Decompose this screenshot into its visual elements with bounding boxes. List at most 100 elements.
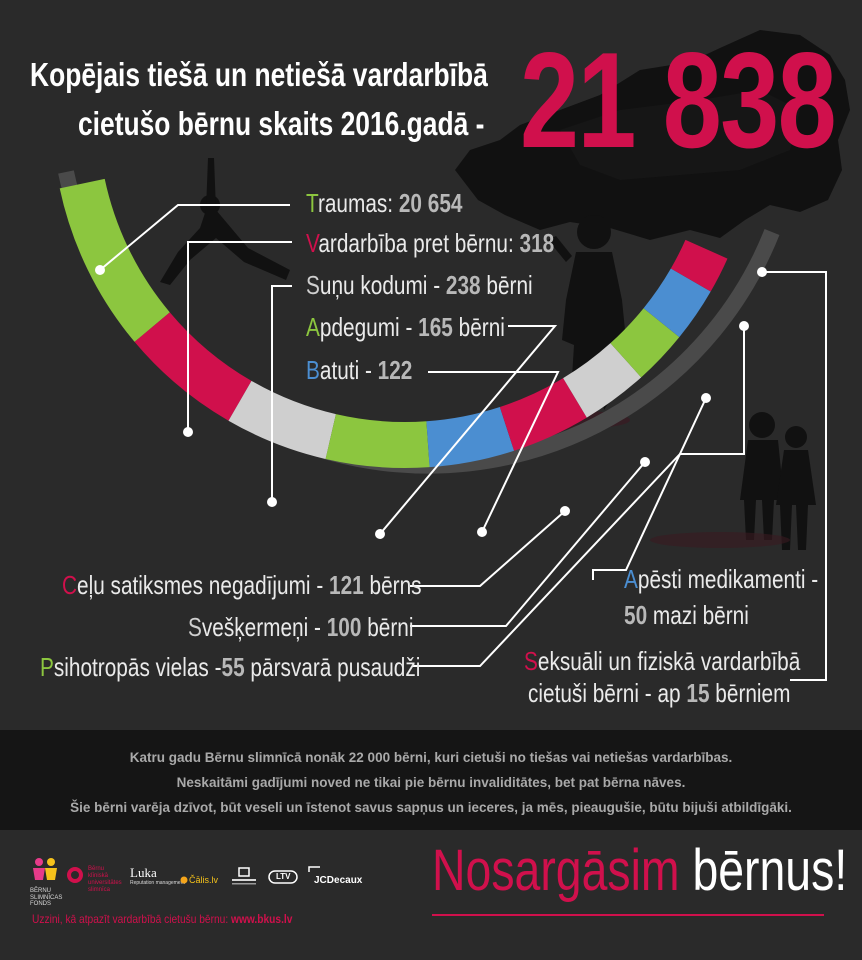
label-text: pēsti medikamenti - <box>637 564 819 594</box>
label-text: cietuši bērni - ap <box>528 678 687 708</box>
children-silhouette <box>740 412 816 550</box>
slogan-underline <box>432 914 824 916</box>
info-line-2: Neskaitāmi gadījumi noved ne tikai pie b… <box>176 775 686 790</box>
connector-dot-seksuali <box>757 267 767 277</box>
label-value: 15 <box>686 678 710 708</box>
bkus-logo-text: Bērnu klīniskā universitātes slimnīca <box>88 866 122 893</box>
footnote-text: Uzzini, kā atpazīt vardarbībā cietušu bē… <box>32 912 232 926</box>
label-text: pdegumi - <box>319 312 419 342</box>
slogan-part-2: bērnus! <box>679 838 848 903</box>
label-text: atuti - <box>319 355 378 385</box>
label-value: 100 <box>326 612 362 642</box>
label-initial: P <box>40 652 54 682</box>
ltv-logo-icon <box>268 870 298 884</box>
map-inner-shade <box>560 90 800 180</box>
total-count: 21 838 <box>520 24 837 176</box>
label-initial: A <box>306 312 320 342</box>
arc-segment-apdegumi <box>325 414 430 468</box>
footnote: Uzzini, kā atpazīt vardarbībā cietušu bē… <box>32 912 292 926</box>
label-text: sihotropās vielas - <box>53 652 222 682</box>
connector-dot-sveskermeni <box>640 457 650 467</box>
label-value: 122 <box>377 355 413 385</box>
label-initial: S <box>524 646 538 676</box>
label-value: 20 654 <box>398 188 463 218</box>
label-text: raumas: <box>317 188 394 218</box>
footnote-link[interactable]: www.bkus.lv <box>231 912 293 926</box>
label-apdegumi: Apdegumi - 165 bērni <box>306 314 505 340</box>
arc-segment-seksuali <box>670 239 728 292</box>
label-initial: B <box>306 355 320 385</box>
connector-dot-batuti <box>477 527 487 537</box>
label-text: uņu kodumi - <box>319 270 446 300</box>
arc-segment-celu-satiksmes <box>499 378 587 451</box>
label-traumas: Traumas: 20 654 <box>306 190 462 216</box>
luka-logo-sub: Reputation management <box>130 880 185 886</box>
connector-dot-traumas <box>95 265 105 275</box>
label-svesķermeni: Svešķermeņi - 100 bērni <box>188 614 413 640</box>
label-apesti-medikamenti: Apēsti medikamenti - <box>624 566 818 592</box>
label-value: 50 <box>624 600 648 630</box>
info-line-1: Katru gadu Bērnu slimnīcā nonāk 22 000 b… <box>129 750 733 765</box>
arc-segment-vardarbiba <box>134 312 252 421</box>
arc-segment-sunu-kodumi <box>228 380 336 459</box>
label-value: 55 <box>221 652 245 682</box>
label-suffix: bērniem <box>709 678 791 708</box>
label-psihotropas: Psihotropās vielas -55 pārsvarā pusaudži <box>40 654 420 680</box>
bkus-logo-icon <box>67 867 83 883</box>
label-initial: S <box>188 612 202 642</box>
label-initial: V <box>306 228 319 258</box>
label-suffix: pārsvarā pusaudži <box>244 652 421 682</box>
label-suffix: bērni <box>480 270 533 300</box>
label-text: eksuāli un fiziskā vardarbībā <box>537 646 801 676</box>
label-value: 165 <box>418 312 453 342</box>
luka-logo: Luka <box>130 865 157 880</box>
label-initial: T <box>306 188 318 218</box>
label-apesti-medikamenti-2: 50 mazi bērni <box>624 602 749 628</box>
shadow-blood-2 <box>650 532 790 548</box>
slogan: Nosargāsim bērnus! <box>432 842 847 900</box>
label-celu-satiksmes: Ceļu satiksmes negadījumi - 121 bērns <box>62 572 422 598</box>
arc-segments <box>59 178 728 468</box>
arc-segment-sveskermeni <box>563 343 642 418</box>
title-line-1: Kopējais tiešā un netiešā vardarbībā <box>30 56 488 93</box>
label-initial: C <box>62 570 78 600</box>
label-suffix: bērni <box>361 612 414 642</box>
label-value: 318 <box>519 228 555 258</box>
label-text: eļu satiksmes negadījumi - <box>77 570 330 600</box>
connector-dot-apdegumi <box>375 529 385 539</box>
jcdecaux-logo: JCDecaux <box>314 875 363 886</box>
arc-dots <box>95 265 767 539</box>
label-initial: S <box>306 270 320 300</box>
label-seksuali: Seksuāli un fiziskā vardarbībā <box>524 648 800 674</box>
footer <box>0 830 862 960</box>
label-value: 238 <box>445 270 481 300</box>
label-sunu-kodumi: Suņu kodumi - 238 bērni <box>306 272 533 298</box>
connector-dot-celu-satiksmes <box>560 506 570 516</box>
ltv-logo: LTV <box>276 872 291 881</box>
label-batuti: Batuti - 122 <box>306 357 412 383</box>
connector-lines <box>99 204 827 681</box>
slogan-part-1: Nosargāsim <box>432 838 680 903</box>
media-logo-icon <box>232 867 256 885</box>
arc-segment-traumas <box>59 178 170 342</box>
label-suffix: mazi bērni <box>647 600 749 630</box>
bsf-logo-text: BĒRNU SLIMNĪCAS FONDS <box>30 888 63 908</box>
label-initial: A <box>624 564 638 594</box>
label-suffix: bērns <box>363 570 422 600</box>
connector-dot-sunu-kodumi <box>267 497 277 507</box>
connector-dot-apesti-medikamenti <box>739 321 749 331</box>
label-text: ardarbība pret bērnu: <box>318 228 514 258</box>
calis-logo-icon <box>180 876 188 884</box>
info-band <box>0 730 862 830</box>
info-line-3: Šie bērni varēja dzīvot, būt veseli un ī… <box>70 800 792 815</box>
jcdecaux-logo-frame <box>308 866 320 872</box>
label-value: 121 <box>329 570 364 600</box>
label-vardarbiba: Vardarbība pret bērnu: 318 <box>306 230 554 256</box>
connector-dot-vardarbiba <box>183 427 193 437</box>
title-line-2: cietušo bērnu skaits 2016.gadā - <box>78 105 485 142</box>
label-text: vešķermeņi - <box>201 612 327 642</box>
connector-dot-psihotropas <box>701 393 711 403</box>
calis-logo: Čālis.lv <box>189 875 219 885</box>
label-seksuali-2: cietuši bērni - ap 15 bērniem <box>528 680 790 706</box>
